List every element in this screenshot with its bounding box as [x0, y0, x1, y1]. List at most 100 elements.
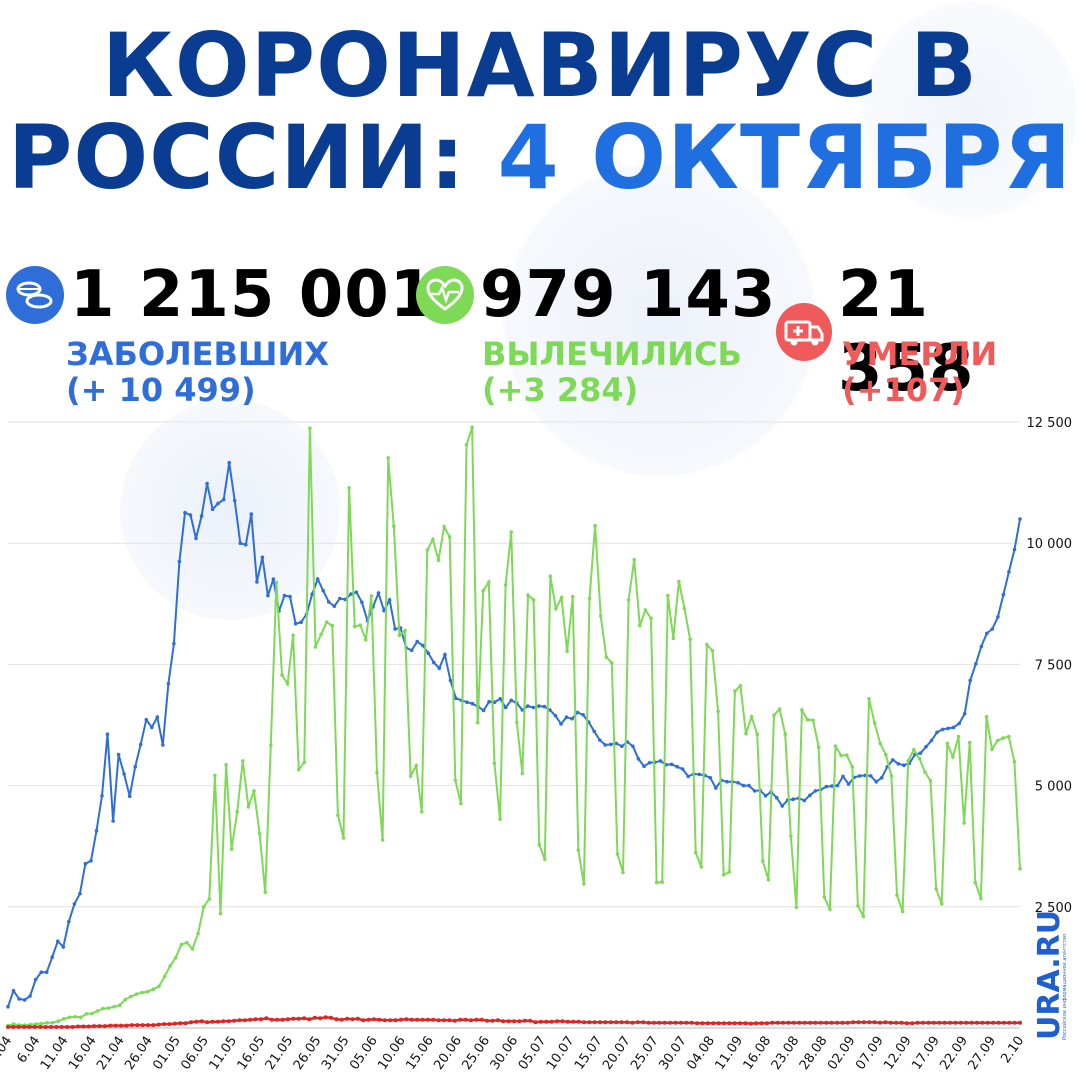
data-point — [736, 780, 740, 785]
data-point — [382, 1018, 387, 1023]
data-point — [102, 1024, 107, 1029]
data-point — [386, 456, 391, 460]
data-point — [593, 523, 597, 528]
data-point — [224, 763, 228, 767]
data-point — [921, 1020, 926, 1025]
data-point — [392, 524, 396, 528]
data-point — [264, 1016, 269, 1021]
data-point — [144, 717, 149, 722]
data-point — [891, 758, 895, 762]
data-point — [1012, 547, 1017, 552]
data-point — [716, 1021, 721, 1026]
data-point — [45, 1020, 49, 1025]
x-tick-label: 07.09 — [853, 1034, 887, 1073]
data-point — [597, 738, 602, 742]
data-point — [582, 882, 586, 886]
data-point — [17, 997, 21, 1001]
data-point — [973, 880, 978, 885]
data-point — [76, 1024, 80, 1029]
data-point — [90, 1011, 94, 1016]
data-point — [56, 939, 60, 943]
data-point — [533, 1020, 538, 1025]
data-point — [598, 1020, 603, 1025]
data-point — [906, 759, 910, 763]
data-point — [939, 902, 944, 906]
data-point — [509, 698, 513, 703]
data-point — [274, 580, 279, 585]
data-point — [721, 873, 726, 877]
data-point — [515, 720, 519, 725]
data-point — [878, 741, 882, 746]
data-point — [54, 1025, 59, 1029]
data-point — [347, 486, 351, 490]
data-point — [686, 774, 690, 779]
data-point — [699, 865, 704, 869]
data-point — [470, 425, 474, 430]
data-point — [310, 592, 315, 596]
data-point — [635, 1020, 640, 1025]
data-point — [928, 779, 933, 783]
data-point — [649, 616, 653, 621]
data-point — [889, 774, 894, 778]
data-point — [216, 501, 220, 506]
data-point — [307, 1017, 312, 1022]
data-point — [733, 689, 737, 693]
data-point — [244, 542, 248, 547]
data-point — [189, 1020, 193, 1025]
data-point — [432, 660, 436, 665]
x-tick-label: 11.09 — [713, 1034, 747, 1073]
data-point — [884, 752, 888, 757]
data-point — [140, 990, 144, 995]
x-tick-label: 21.04 — [94, 1034, 128, 1073]
data-point — [81, 1024, 86, 1029]
data-point — [196, 931, 200, 936]
data-point — [964, 1020, 969, 1025]
data-point — [802, 798, 807, 803]
data-point — [369, 594, 374, 598]
data-point — [397, 633, 402, 638]
data-point — [652, 1020, 656, 1025]
data-point — [962, 712, 967, 716]
x-tick-label: 01.05 — [150, 1034, 184, 1073]
data-point — [168, 964, 172, 968]
data-point — [315, 577, 320, 581]
data-point — [794, 905, 799, 910]
data-point — [269, 743, 273, 748]
data-point — [603, 743, 607, 747]
data-point — [754, 1021, 759, 1026]
data-point — [620, 744, 624, 749]
data-point — [495, 1018, 500, 1023]
data-point — [968, 678, 972, 683]
data-point — [835, 783, 840, 788]
data-point — [280, 1017, 285, 1022]
data-point — [555, 1019, 560, 1024]
data-point — [280, 673, 284, 677]
data-point — [575, 710, 580, 715]
data-point — [770, 1020, 775, 1025]
data-point — [738, 1021, 743, 1026]
data-point — [205, 1020, 210, 1025]
data-point — [459, 801, 463, 806]
data-point — [285, 682, 290, 686]
data-point — [172, 1021, 177, 1026]
cases-value: 1 215 001 — [70, 258, 436, 332]
data-point — [980, 1020, 985, 1025]
data-point — [199, 514, 204, 518]
data-point — [437, 666, 442, 671]
data-point — [974, 1020, 979, 1025]
data-point — [124, 1023, 129, 1028]
data-point — [259, 1017, 263, 1022]
data-point — [608, 1020, 613, 1025]
data-point — [237, 1018, 242, 1023]
data-point — [867, 1020, 872, 1025]
data-point — [626, 598, 631, 602]
data-point — [697, 772, 702, 777]
data-point — [97, 1024, 102, 1029]
data-point — [465, 700, 469, 704]
data-point — [553, 714, 558, 718]
data-point — [813, 789, 818, 793]
data-point — [808, 1020, 813, 1025]
data-point — [824, 784, 829, 789]
data-point — [789, 834, 793, 838]
